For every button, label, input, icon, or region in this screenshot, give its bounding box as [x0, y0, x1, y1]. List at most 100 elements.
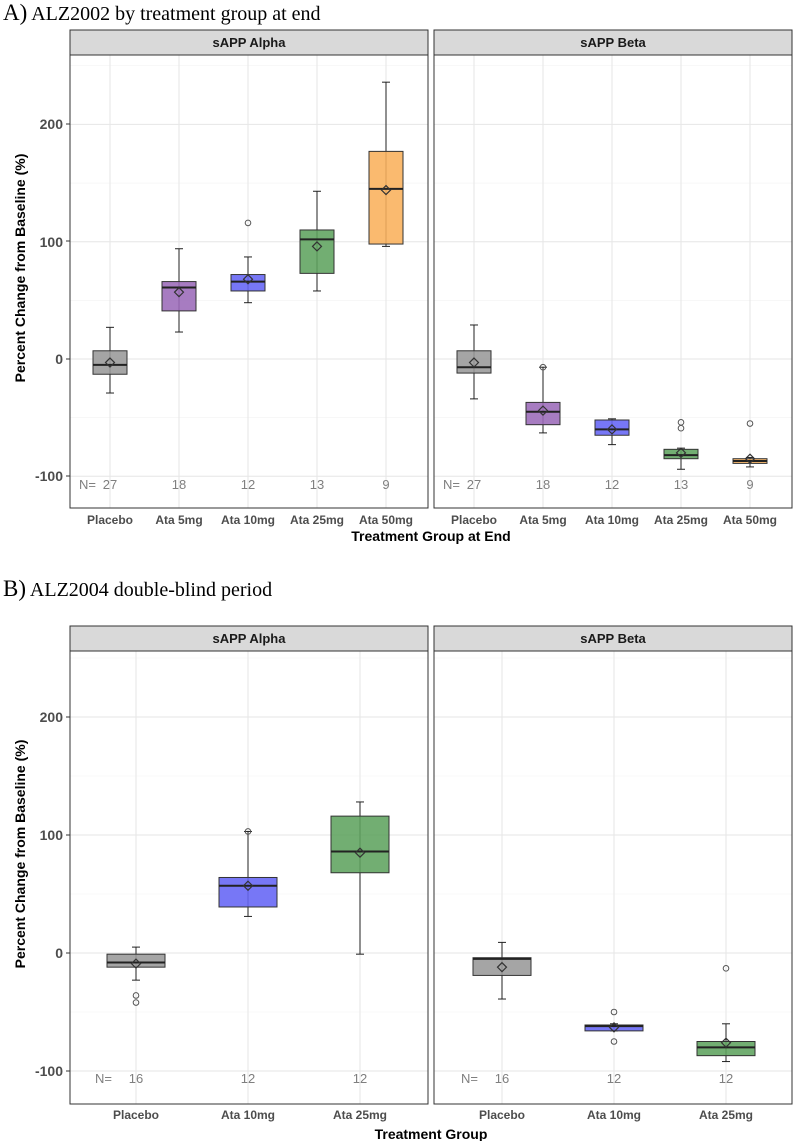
n-label: 12 [607, 1071, 621, 1086]
n-label: 9 [382, 477, 389, 492]
mean-marker [744, 453, 756, 465]
x-tick-label: Placebo [113, 1108, 159, 1122]
x-tick-label: Ata 25mg [654, 513, 708, 527]
x-tick-label: Placebo [451, 513, 497, 527]
outlier-point [539, 363, 547, 371]
outlier-point [244, 219, 252, 227]
box [230, 274, 266, 292]
n-label: 12 [353, 1071, 367, 1086]
mean-marker [720, 1037, 732, 1049]
mean-marker [130, 958, 142, 969]
outlier-point [722, 965, 730, 972]
x-tick-label: Ata 50mg [723, 513, 777, 527]
x-tick-label: Placebo [479, 1108, 525, 1122]
box [330, 815, 390, 874]
mean-marker [468, 357, 480, 368]
facet-strip [69, 625, 429, 652]
plot-marks [434, 651, 792, 1104]
panel-a-y-axis-title: Percent Change from Baseline (%) [12, 154, 28, 383]
x-tick-label: Ata 25mg [290, 513, 344, 527]
outlier-point [677, 424, 685, 432]
box [594, 419, 630, 436]
x-tick-label: Ata 10mg [221, 513, 275, 527]
mean-marker [104, 357, 116, 368]
mean-marker [354, 847, 366, 859]
box [218, 876, 278, 908]
mean-marker [242, 880, 254, 892]
n-label: 16 [495, 1071, 509, 1086]
mean-marker [242, 273, 254, 285]
n-label: 16 [129, 1071, 143, 1086]
panel-a-y-ticks: 200 100 0 -100 [35, 116, 70, 484]
x-tick-label: Ata 50mg [359, 513, 413, 527]
y-tick-label: 0 [55, 945, 63, 961]
plot-border [433, 650, 793, 1105]
x-tick-label: Ata 10mg [221, 1108, 275, 1122]
facet-b-sapp-alpha: sAPP Alpha N= 16 12 12 Placebo Ata 10mg … [69, 625, 429, 1122]
plot-border [69, 54, 429, 509]
x-tick-label: Placebo [87, 513, 133, 527]
y-tick-label: 100 [40, 827, 64, 843]
panel-a-title: A) ALZ2002 by treatment group at end [3, 0, 321, 25]
outlier-point [132, 999, 140, 1006]
box [696, 1041, 756, 1057]
n-prefix-label: N= [443, 477, 460, 492]
mean-marker [608, 1021, 620, 1033]
x-tick-labels: Placebo Ata 5mg Ata 10mg Ata 25mg Ata 50… [87, 513, 413, 527]
n-label: 27 [103, 477, 117, 492]
n-label: 12 [605, 477, 619, 492]
x-tick-label: Ata 10mg [585, 513, 639, 527]
panel-b-y-ticks: 200 100 0 -100 [35, 709, 70, 1079]
n-label: 13 [674, 477, 688, 492]
n-label: 12 [719, 1071, 733, 1086]
outlier-point [244, 828, 252, 835]
y-tick-label: 200 [40, 709, 64, 725]
box [106, 953, 166, 968]
box [584, 1024, 644, 1032]
plot-area [434, 55, 792, 508]
panel-b: B) ALZ2004 double-blind period Percent C… [3, 576, 793, 1141]
x-tick-label: Ata 5mg [519, 513, 566, 527]
facet-strip-label: sAPP Alpha [213, 35, 287, 50]
x-tick-labels: Placebo Ata 5mg Ata 10mg Ata 25mg Ata 50… [451, 513, 777, 527]
y-tick-label: 200 [40, 116, 64, 132]
box [456, 350, 492, 374]
facet-strip-label: sAPP Alpha [213, 631, 287, 646]
x-tick-labels: Placebo Ata 10mg Ata 25mg [479, 1108, 753, 1122]
plot-border [433, 54, 793, 509]
n-prefix-label: N= [79, 477, 96, 492]
n-label: 18 [172, 477, 186, 492]
n-label: 12 [241, 1071, 255, 1086]
mean-marker [537, 405, 549, 416]
panel-b-title: B) ALZ2004 double-blind period [3, 576, 272, 601]
outlier-point [746, 420, 754, 427]
facet-a-sapp-beta: sAPP Beta N= 27 18 12 13 9 Placebo Ata 5… [433, 29, 793, 527]
x-tick-label: Ata 10mg [587, 1108, 641, 1122]
y-tick-label: 0 [55, 351, 63, 367]
n-prefix-label: N= [95, 1071, 112, 1086]
plot-marks [434, 55, 792, 508]
plot-marks [70, 55, 428, 508]
facet-strip [433, 29, 793, 56]
mean-marker [606, 424, 618, 435]
x-tick-label: Ata 5mg [155, 513, 202, 527]
n-labels: N= 16 12 12 [461, 1071, 733, 1086]
box [525, 401, 561, 426]
outlier-point [610, 1008, 618, 1016]
mean-marker [380, 184, 392, 196]
box [368, 150, 404, 245]
box [472, 957, 532, 976]
n-label: 27 [467, 477, 481, 492]
mean-marker [173, 286, 185, 298]
n-labels: N= 27 18 12 13 9 [79, 477, 390, 492]
box [663, 448, 699, 460]
outlier-point [610, 1038, 618, 1045]
mean-marker [496, 961, 508, 973]
x-tick-labels: Placebo Ata 10mg Ata 25mg [113, 1108, 387, 1122]
panel-a-x-axis-title: Treatment Group at End [351, 528, 510, 544]
plot-area [434, 651, 792, 1104]
x-tick-label: Ata 25mg [699, 1108, 753, 1122]
facet-strip-label: sAPP Beta [580, 35, 646, 50]
n-label: 12 [241, 477, 255, 492]
